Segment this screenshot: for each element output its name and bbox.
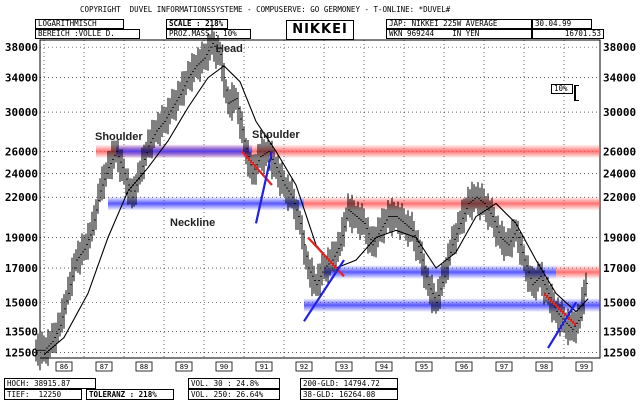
y-tick-label-right: 30000: [603, 106, 636, 119]
x-tick-box: [135, 361, 153, 372]
y-tick-label-right: 38000: [603, 41, 636, 54]
x-tick-box: [415, 361, 433, 372]
x-tick-label: 92: [300, 363, 308, 371]
x-tick-label: 97: [500, 363, 508, 371]
x-tick-box: [455, 361, 473, 372]
y-axis-labels: 12500 12500 13500 13500 15000 15000 17000 17000…: [5, 41, 636, 359]
trend-lines: [241, 150, 577, 349]
x-tick-box: [375, 361, 393, 372]
x-tick-label: 86: [60, 363, 68, 371]
gld38-field: 38-GLD: 16264.08: [300, 389, 398, 400]
x-tick-label: 93: [340, 363, 348, 371]
x-tick-label: 88: [140, 363, 148, 371]
x-tick-box: [215, 361, 233, 372]
y-tick-label-left: 12500: [5, 346, 38, 359]
x-tick-box: [575, 361, 593, 372]
y-tick-label-right: 26000: [603, 145, 636, 158]
x-tick-label: 96: [460, 363, 468, 371]
instrument-field: JAP: NIKKEI 225W AVERAGE: [386, 19, 532, 29]
x-tick-label: 91: [260, 363, 268, 371]
y-tick-label-left: 19000: [5, 231, 38, 244]
neckline-label: Neckline: [170, 217, 215, 229]
date-field: 30.04.99: [532, 19, 592, 29]
vol30-field: VOL. 30 : 24.8%: [188, 378, 280, 389]
y-tick-label-left: 38000: [5, 41, 38, 54]
trend-line: [241, 150, 273, 186]
left-shoulder-label: Shoulder: [95, 131, 143, 143]
x-tick-box: [535, 361, 553, 372]
level-band-blue: [304, 298, 600, 313]
level-band-blue: [324, 265, 556, 280]
y-tick-label-right: 34000: [603, 72, 636, 85]
x-tick-label: 94: [380, 363, 388, 371]
right-shoulder-label: Shoulder: [252, 129, 300, 141]
x-tick-box: [55, 361, 73, 372]
x-tick-box: [495, 361, 513, 372]
x-tick-label: 95: [420, 363, 428, 371]
level-band-red: [304, 196, 600, 211]
percent-bracket-icon: [574, 85, 579, 101]
y-tick-label-right: 19000: [603, 231, 636, 244]
vol250-field: VOL. 250: 26.64%: [188, 389, 280, 400]
trend-line: [543, 292, 577, 327]
x-tick-box: [95, 361, 113, 372]
x-tick-box: [255, 361, 273, 372]
y-tick-label-left: 34000: [5, 72, 38, 85]
high-field: HOCH: 38915.87: [4, 378, 96, 389]
y-tick-label-right: 24000: [603, 167, 636, 180]
copyright-banner: COPYRIGHT DUVEL INFORMATIONSSYSTEME - CO…: [80, 5, 451, 14]
x-tick-box: [295, 361, 313, 372]
y-tick-label-right: 15000: [603, 296, 636, 309]
head-label: Head: [216, 43, 243, 55]
last-value-field: 16701.53: [532, 29, 604, 39]
y-tick-label-left: 30000: [5, 106, 38, 119]
scale-field: SCALE : 218%: [166, 19, 228, 29]
x-tick-box: [335, 361, 353, 372]
wkn-field: WKN 969244 IN YEN: [386, 29, 532, 39]
x-tick-label: 98: [540, 363, 548, 371]
range-field: BEREICH :VOLLE D.: [35, 29, 140, 39]
price-bars: [35, 24, 588, 371]
percent-marker: 10%: [551, 84, 573, 94]
y-tick-label-left: 22000: [5, 191, 38, 204]
x-tick-label: 89: [180, 363, 188, 371]
level-band-blue: [108, 196, 304, 211]
x-tick-label: 90: [220, 363, 228, 371]
y-tick-label-right: 17000: [603, 262, 636, 275]
level-band-red: [556, 265, 600, 280]
x-tick-box: [175, 361, 193, 372]
tolerance-field: TOLERANZ : 218%: [86, 389, 174, 400]
y-tick-label-left: 26000: [5, 145, 38, 158]
trend-line: [303, 259, 345, 322]
x-tick-label: 87: [100, 363, 108, 371]
y-tick-label-left: 13500: [5, 325, 38, 338]
scale-mode-field: LOGARITHMISCH: [35, 19, 124, 29]
x-axis-labels: 86 87 88 89 90 91 92 93 94 95 96 97 98 99: [55, 361, 593, 372]
y-tick-label-right: 22000: [603, 191, 636, 204]
y-tick-label-left: 15000: [5, 296, 38, 309]
trend-line: [547, 301, 577, 349]
x-tick-label: 99: [580, 363, 588, 371]
level-band-blue: [116, 144, 252, 159]
y-tick-label-left: 17000: [5, 262, 38, 275]
gld200-field: 200-GLD: 14794.72: [300, 378, 398, 389]
y-tick-label-right: 13500: [603, 325, 636, 338]
y-tick-label-left: 24000: [5, 167, 38, 180]
trend-line: [254, 151, 274, 224]
low-field: TIEF: 12250: [4, 389, 82, 400]
y-tick-label-right: 12500: [603, 346, 636, 359]
